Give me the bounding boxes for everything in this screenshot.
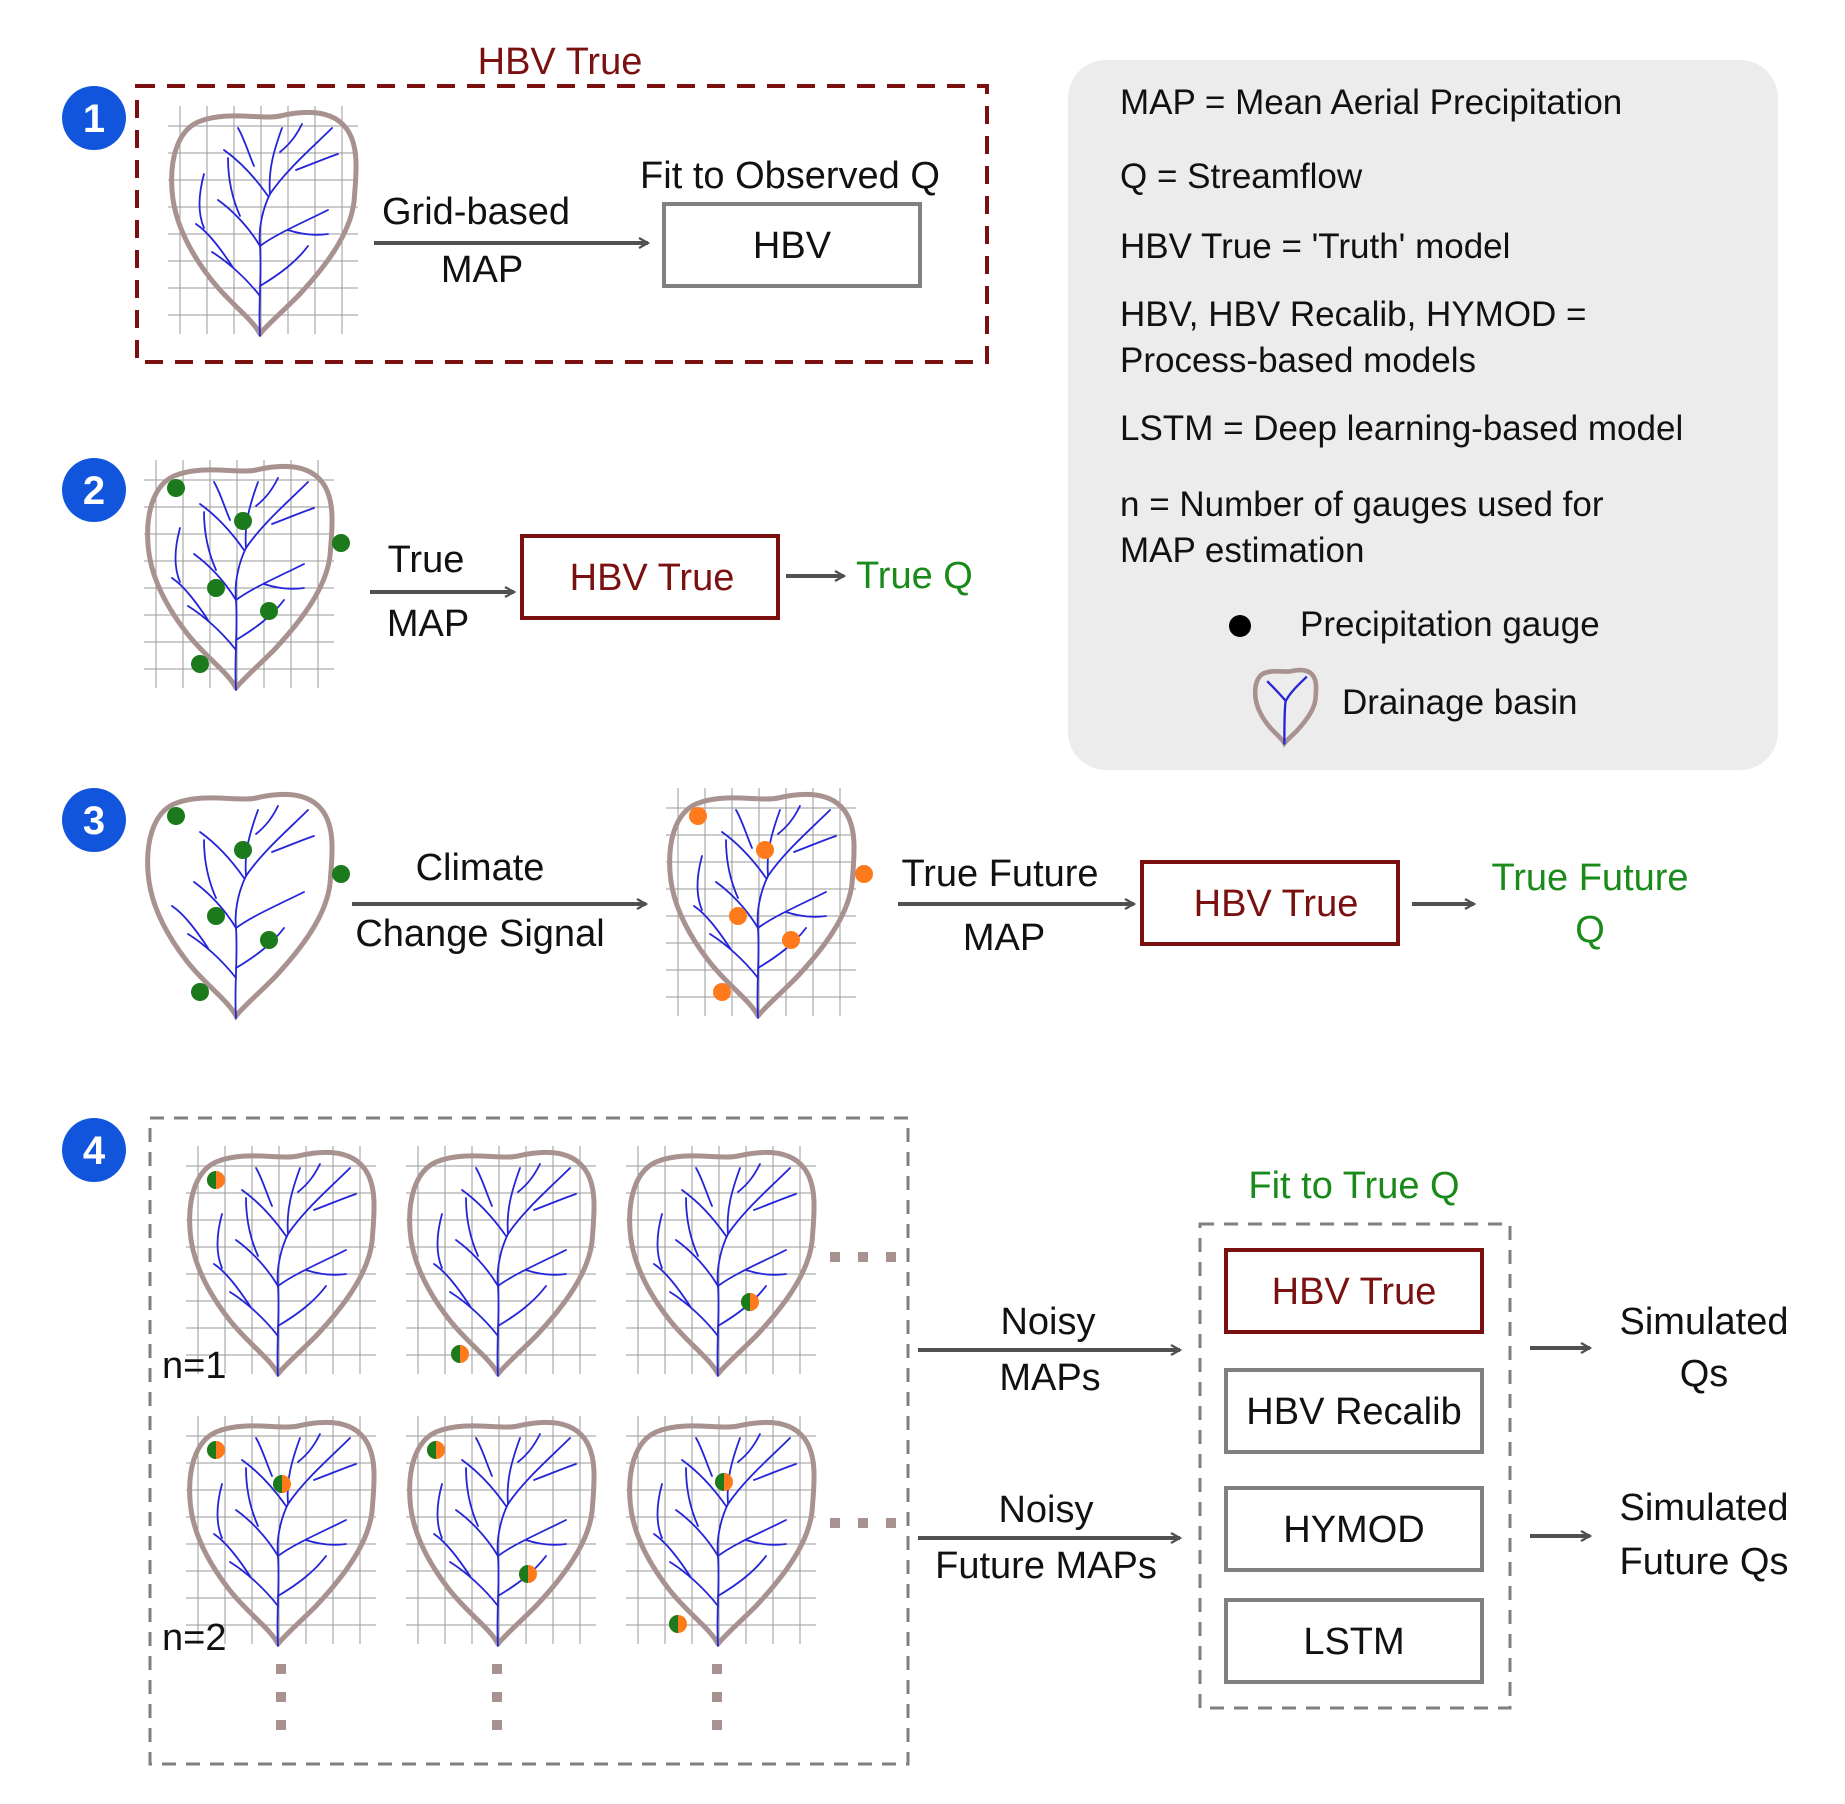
frame-title: HBV True: [478, 41, 643, 83]
gauge-dot-icon: [1229, 615, 1251, 637]
legend-line-4b: Process-based models: [1120, 341, 1476, 380]
badge-2: 2: [62, 458, 126, 522]
arrow-1-label-top: Noisy: [1000, 1301, 1095, 1343]
arrow-1-label-bottom: Change Signal: [355, 913, 604, 955]
output-label-a: True Future: [1491, 857, 1688, 899]
output-label: True Q: [856, 555, 973, 597]
legend-line-6a: n = Number of gauges used for: [1120, 485, 1604, 524]
arrow-label-bottom: MAP: [387, 603, 469, 645]
n2-label: n=2: [162, 1617, 226, 1659]
model-box-hymod: [1224, 1486, 1484, 1572]
model-box-label: HBV: [753, 225, 832, 267]
model-label-lstm: LSTM: [1303, 1621, 1404, 1663]
legend-panel: MAP = Mean Aerial Precipitation Q = Stre…: [1068, 60, 1778, 770]
legend-basin-label: Drainage basin: [1342, 683, 1577, 722]
arrow-label-top: Grid-based: [382, 191, 570, 233]
badge-1: 1: [62, 86, 126, 150]
badge-4-label: 4: [83, 1129, 106, 1173]
output-1-label-b: Qs: [1680, 1353, 1729, 1395]
model-label-hbv-recalib: HBV Recalib: [1246, 1391, 1461, 1433]
fit-label: Fit to Observed Q: [640, 155, 940, 197]
legend-line-6b: MAP estimation: [1120, 531, 1364, 570]
model-label-hymod: HYMOD: [1283, 1509, 1424, 1551]
legend-background: [1068, 60, 1778, 770]
step-4: 4 n=1 n=2: [62, 1116, 1789, 1766]
model-box-label: HBV True: [1194, 883, 1359, 925]
badge-4: 4: [62, 1118, 126, 1182]
model-box-hbv-true: [1140, 860, 1400, 946]
noisy-gauges: [207, 1171, 759, 1633]
output-label-b: Q: [1575, 909, 1605, 951]
hbv-true-frame: [135, 84, 989, 364]
drainage-basin-icon: [1252, 667, 1319, 748]
arrow-1-label-top: Climate: [416, 847, 545, 889]
output-1-label-a: Simulated: [1620, 1301, 1789, 1343]
ensemble-frame: [148, 1116, 910, 1766]
arrow-label-top: True: [388, 539, 465, 581]
badge-2-label: 2: [83, 469, 105, 513]
model-box-label: HBV True: [570, 557, 735, 599]
badge-1-label: 1: [83, 97, 105, 141]
legend-line-2: Q = Streamflow: [1120, 157, 1363, 196]
future-gauge-dots: [689, 807, 873, 1001]
arrow-2-label-bottom: MAP: [963, 917, 1045, 959]
gauge-dots: [167, 479, 350, 673]
fit-label: Fit to True Q: [1248, 1165, 1459, 1207]
step-2: 2 True MAP HBV True True Q: [62, 458, 973, 690]
legend-line-5: LSTM = Deep learning-based model: [1120, 409, 1683, 448]
basin-icon: [145, 791, 335, 1021]
gauge-dots: [167, 807, 350, 1001]
basin-icon: [168, 106, 358, 336]
n1-label: n=1: [162, 1345, 226, 1387]
legend-gauge-label: Precipitation gauge: [1300, 605, 1600, 644]
badge-3-label: 3: [83, 799, 105, 843]
basin-n1-c: [626, 1146, 816, 1376]
legend-line-1: MAP = Mean Aerial Precipitation: [1120, 83, 1622, 122]
arrow-2-label-bottom: Future MAPs: [935, 1545, 1157, 1587]
step-1: 1 HBV True Grid-based MAP Fit to Observe…: [62, 41, 989, 364]
model-box-hbv-recalib: [1224, 1368, 1484, 1454]
arrow-1-label-bottom: MAPs: [999, 1357, 1100, 1399]
arrow-2-label-top: Noisy: [998, 1489, 1093, 1531]
ellipsis-dots: [276, 1252, 896, 1730]
model-box-lstm: [1224, 1598, 1484, 1684]
arrow-2-label-top: True Future: [901, 853, 1098, 895]
model-box-hbv-true: [1224, 1248, 1484, 1334]
step-3: 3 Climate Change Signal True Future: [62, 788, 1689, 1021]
model-group-frame: [1198, 1222, 1512, 1710]
legend-line-3: HBV True = 'Truth' model: [1120, 227, 1510, 266]
model-box-hbv-true: [520, 534, 780, 620]
legend-line-4a: HBV, HBV Recalib, HYMOD =: [1120, 295, 1587, 334]
output-2-label-a: Simulated: [1620, 1487, 1789, 1529]
badge-3: 3: [62, 788, 126, 852]
arrow-label-bottom: MAP: [441, 249, 523, 291]
model-label-hbv-true: HBV True: [1272, 1271, 1437, 1313]
basin-n1-b: [406, 1146, 596, 1376]
basin-n2-c: [626, 1416, 816, 1646]
output-2-label-b: Future Qs: [1620, 1541, 1789, 1583]
model-box-hbv: [662, 202, 922, 288]
